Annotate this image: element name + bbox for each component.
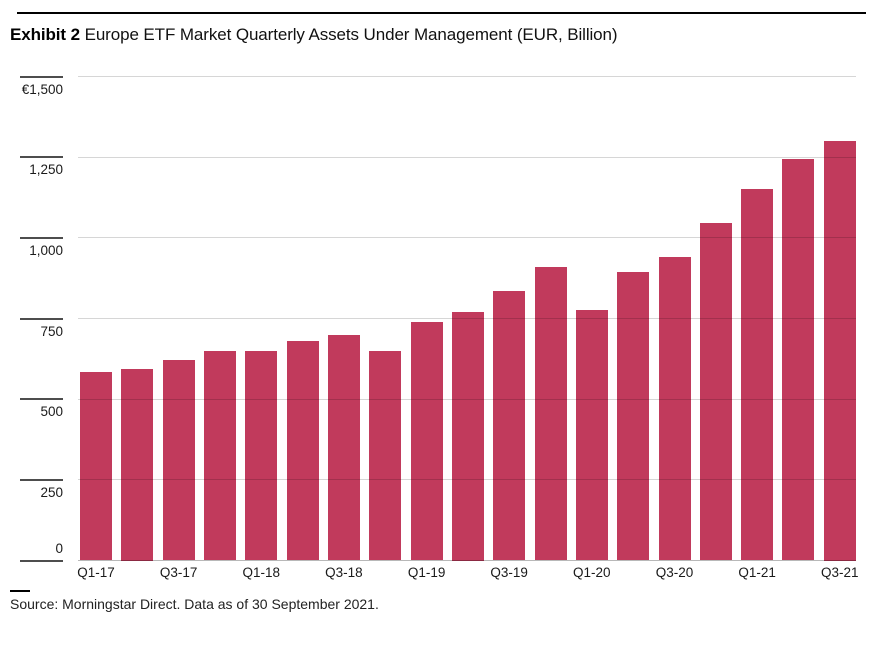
x-axis-label-Q1-17: Q1-17 (77, 565, 115, 580)
bar-Q3-20 (658, 257, 691, 561)
x-axis-label-Q3-19: Q3-19 (490, 565, 528, 580)
gridline-1250 (78, 156, 856, 158)
gridline-1000 (78, 237, 856, 239)
bar-Q3-19 (493, 291, 526, 561)
y-axis-label-1500: €1,500 (21, 81, 63, 97)
bar-Q2-20 (617, 271, 650, 561)
y-tick-0 (20, 559, 63, 562)
y-axis-label-0: 0 (55, 540, 63, 556)
page-title: Exhibit 2 Europe ETF Market Quarterly As… (10, 25, 870, 45)
x-axis-label-Q3-17: Q3-17 (159, 565, 198, 580)
y-tick-1000 (20, 236, 63, 239)
y-axis-label-1250: 1,250 (29, 162, 63, 178)
y-axis-label-750: 750 (40, 323, 63, 339)
gridline-750 (78, 318, 856, 319)
x-axis-label-Q1-21: Q1-21 (738, 565, 776, 580)
gridline-250 (78, 479, 856, 481)
gridline-1500 (78, 76, 856, 77)
gridline-500 (78, 398, 856, 400)
x-axis-label-Q3-18: Q3-18 (325, 565, 363, 580)
bar-Q2-19 (451, 312, 484, 561)
title-text: Europe ETF Market Quarterly Assets Under… (79, 25, 618, 44)
x-axis-label-Q3-20: Q3-20 (655, 565, 694, 580)
bar-Q4-19 (534, 266, 567, 561)
bar-Q1-19 (410, 321, 443, 561)
bar-Q2-18 (286, 341, 319, 561)
y-tick-250 (20, 478, 63, 481)
bar-Q1-17 (80, 371, 112, 561)
x-axis-label-Q3-21: Q3-21 (821, 565, 859, 580)
bar-Q3-17 (162, 360, 195, 561)
y-axis-label-1000: 1,000 (29, 242, 63, 258)
bar-Q4-20 (699, 223, 732, 561)
y-tick-1500 (20, 75, 63, 78)
footer-rule (10, 590, 30, 592)
y-tick-750 (20, 317, 63, 320)
bar-Q2-21 (782, 158, 815, 561)
exhibit-label: Exhibit 2 (10, 25, 80, 44)
y-tick-1250 (20, 156, 63, 159)
x-axis-label-Q1-20: Q1-20 (573, 565, 611, 580)
x-axis-label-Q1-19: Q1-19 (407, 565, 446, 580)
top-rule (17, 12, 866, 14)
bar-Q3-21 (823, 141, 856, 561)
x-axis-line (78, 560, 856, 561)
bar-Q2-17 (121, 368, 154, 561)
bar-Q1-21 (741, 189, 774, 561)
x-axis-label-Q1-18: Q1-18 (242, 565, 281, 580)
bar-Q1-18 (245, 350, 278, 561)
y-axis-label-250: 250 (40, 484, 63, 500)
source-note: Source: Morningstar Direct. Data as of 3… (10, 596, 379, 612)
bar-Q4-17 (204, 350, 236, 561)
bar-Q4-18 (369, 350, 402, 561)
bar-Q3-18 (327, 334, 360, 561)
y-axis-label-500: 500 (40, 404, 63, 420)
bar-Q1-20 (575, 310, 608, 561)
y-tick-500 (20, 398, 63, 401)
